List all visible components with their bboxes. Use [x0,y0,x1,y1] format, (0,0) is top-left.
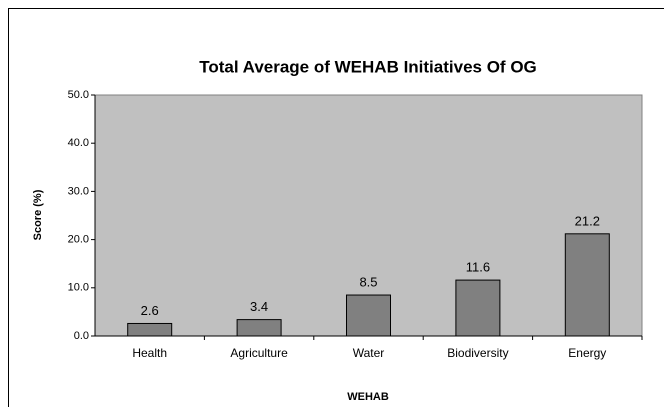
data-label: 21.2 [575,213,600,228]
bar [346,294,391,337]
x-tick-label: Agriculture [230,346,288,360]
bar [455,279,501,337]
x-tick-label: Energy [568,346,606,360]
x-tick-label: Biodiversity [447,346,508,360]
data-label: 2.6 [141,303,159,318]
chart-title: Total Average of WEHAB Initiatives Of OG [199,57,537,76]
bar [236,319,282,337]
y-tick-label: 0.0 [74,330,89,342]
x-tick-label: Water [353,346,385,360]
y-tick-label: 10.0 [68,282,89,294]
data-label: 11.6 [466,260,490,275]
y-tick-label: 30.0 [68,185,89,197]
data-label: 8.5 [359,274,377,289]
bar [564,233,610,337]
x-tick-label: Health [132,346,167,360]
x-axis-title: WEHAB [347,391,389,403]
y-tick-label: 50.0 [68,89,89,101]
y-tick-label: 20.0 [68,234,89,246]
bar [127,322,173,337]
y-axis-title: Score (%) [32,189,44,240]
data-label: 3.4 [250,299,268,314]
y-tick-label: 40.0 [68,137,89,149]
